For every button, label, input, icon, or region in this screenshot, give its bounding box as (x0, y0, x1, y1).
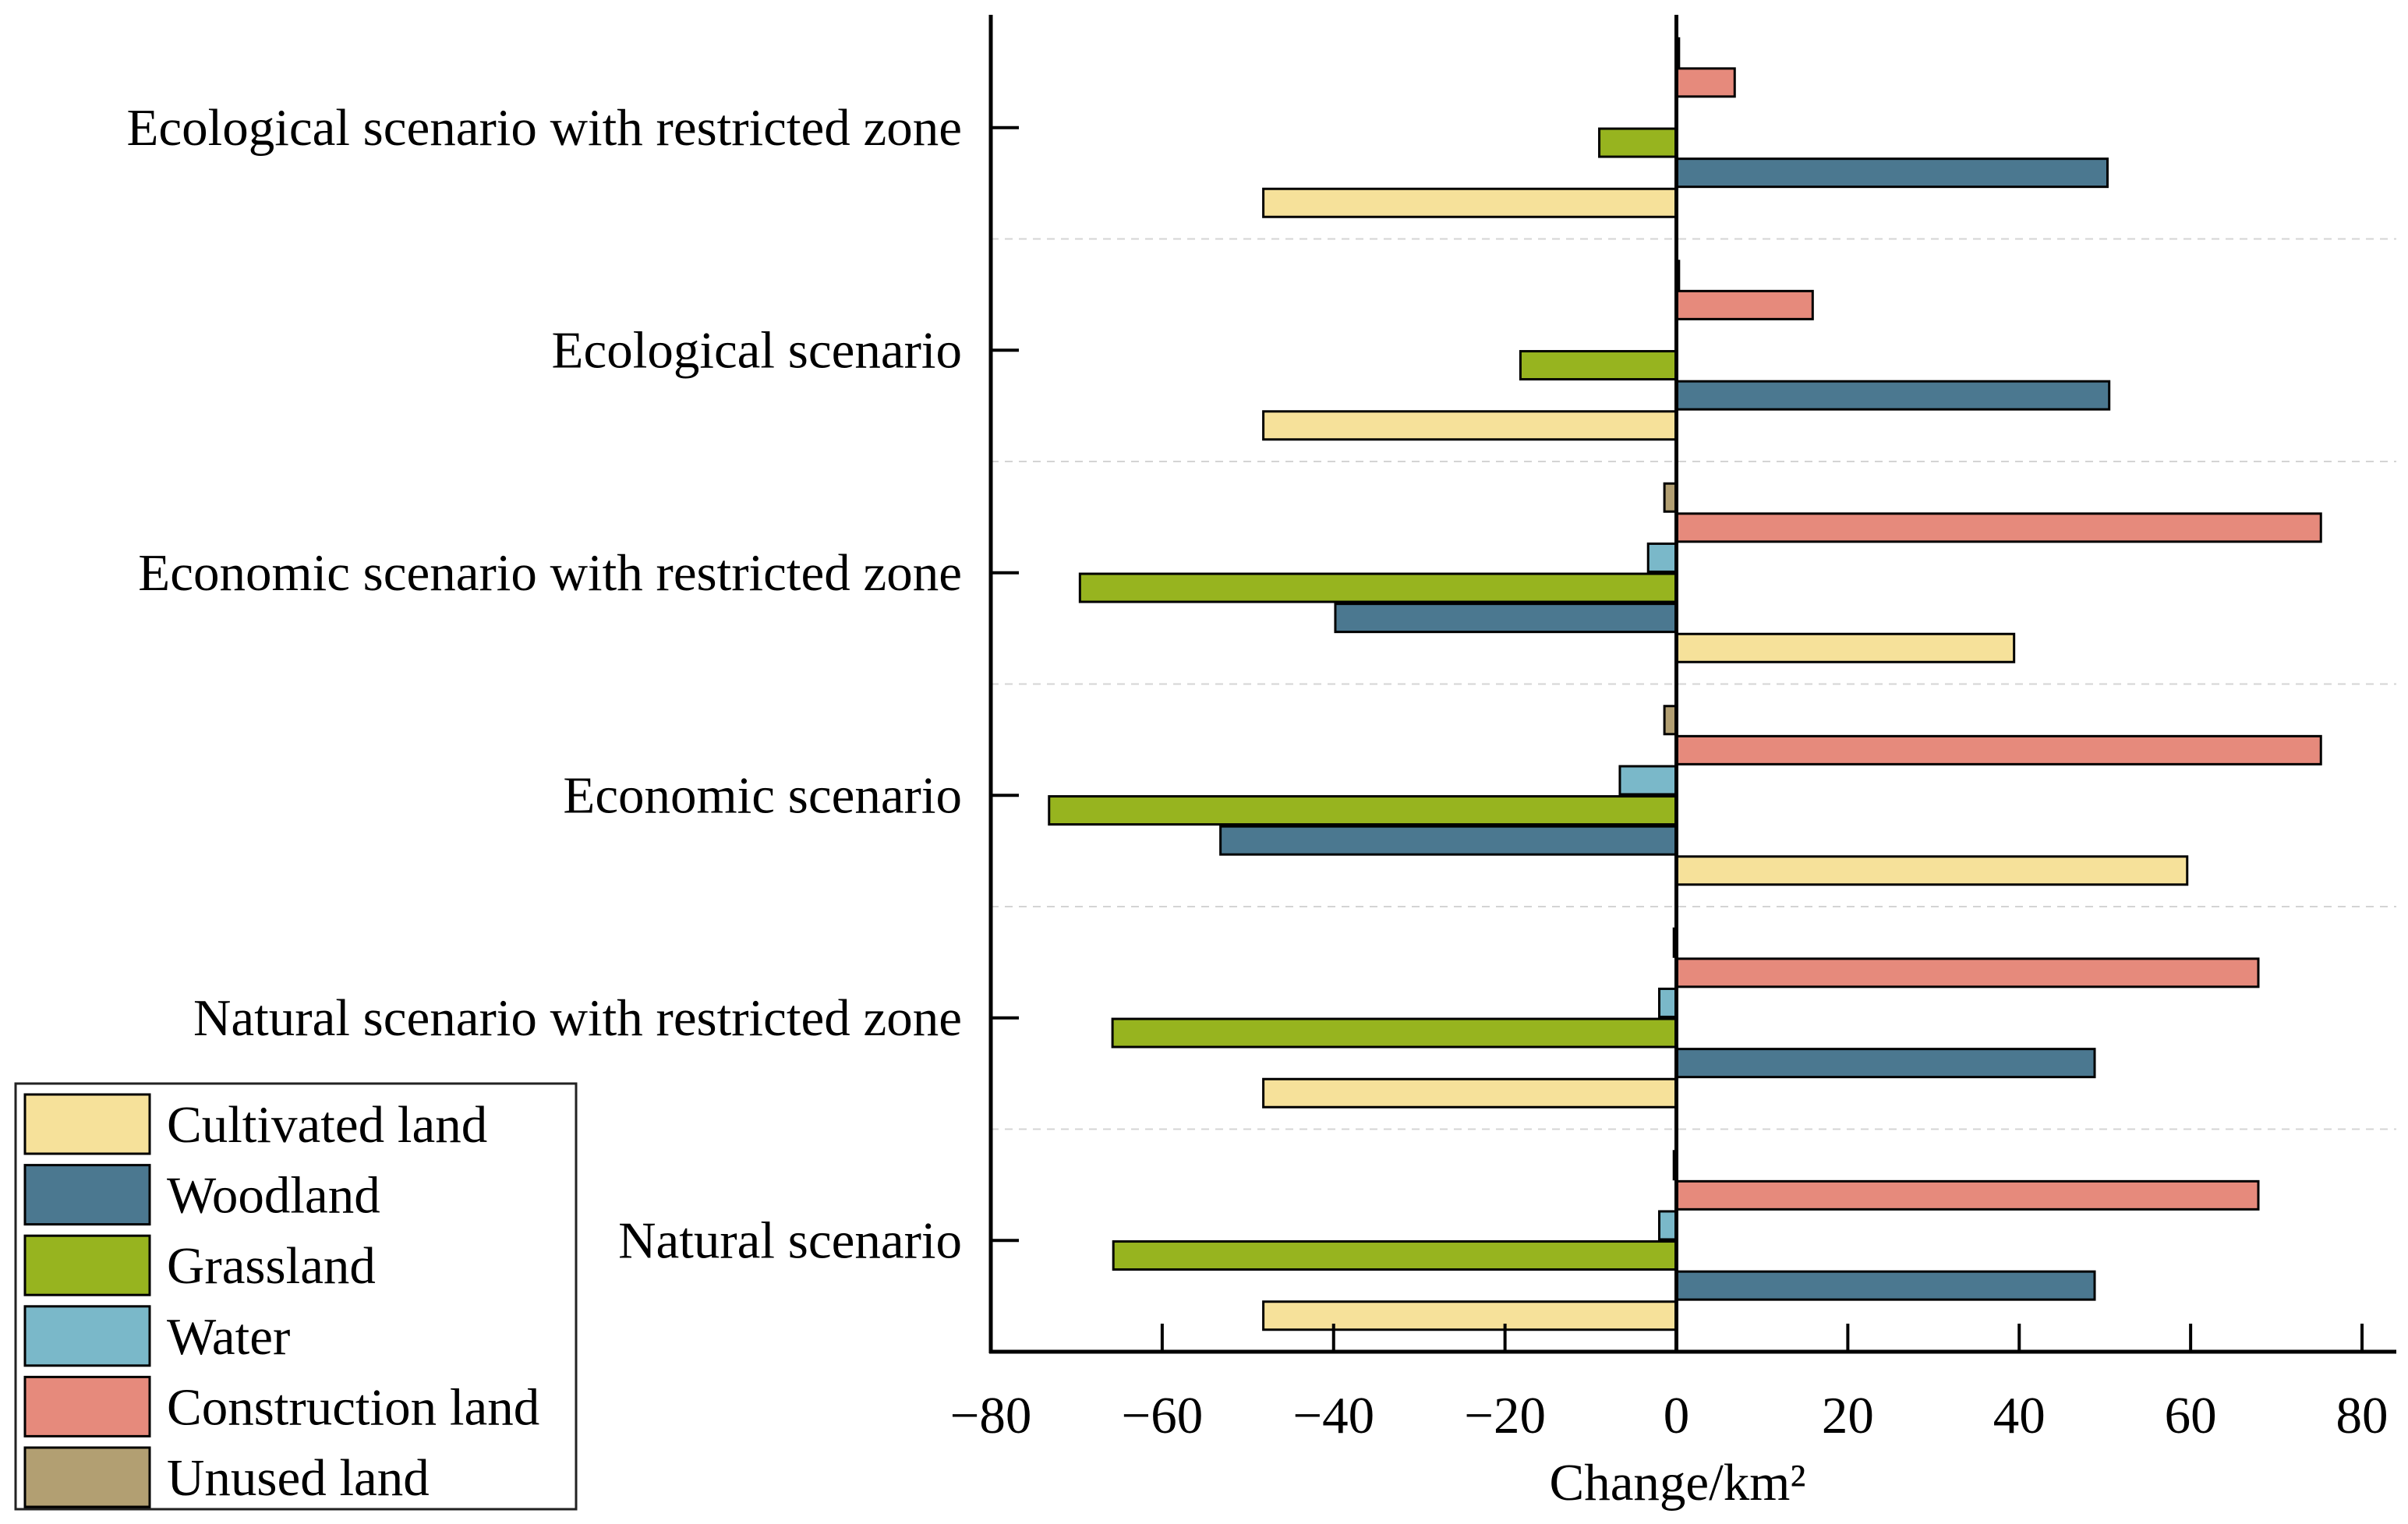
bar-construction-land-ecological-scenario-with-restricted-zone (1675, 67, 1736, 98)
legend-label-woodland: Woodland (167, 1167, 380, 1225)
category-label-natural-scenario-with-restricted-zone: Natural scenario with restricted zone (193, 989, 962, 1047)
x-tick-label: 0 (1664, 1387, 1690, 1444)
bar-cultivated-land-natural-scenario-with-restricted-zone (1262, 1077, 1678, 1109)
x-axis-title: Change/km² (1550, 1454, 1806, 1512)
bar-cultivated-land-economic-scenario (1675, 855, 2189, 886)
bar-woodland-ecological-scenario-with-restricted-zone (1675, 157, 2109, 189)
bar-woodland-economic-scenario (1219, 825, 1678, 856)
category-label-economic-scenario: Economic scenario (563, 766, 962, 824)
bar-construction-land-economic-scenario (1675, 734, 2322, 766)
bar-cultivated-land-natural-scenario (1262, 1300, 1678, 1331)
bar-grassland-economic-scenario-with-restricted-zone (1078, 572, 1678, 603)
axes (988, 15, 2396, 1354)
legend-label-cultivated-land: Cultivated land (167, 1096, 487, 1154)
bar-construction-land-natural-scenario (1675, 1179, 2260, 1211)
legend-label-grassland: Grassland (167, 1237, 376, 1295)
bar-water-economic-scenario-with-restricted-zone (1646, 542, 1678, 573)
legend-swatch-water (23, 1305, 151, 1367)
x-tick-label: 60 (2165, 1387, 2217, 1444)
bar-woodland-natural-scenario-with-restricted-zone (1675, 1048, 2096, 1079)
legend-label-water: Water (167, 1308, 290, 1366)
bar-construction-land-ecological-scenario (1675, 289, 1814, 320)
x-tick-label: −20 (1464, 1387, 1546, 1444)
bar-grassland-natural-scenario (1112, 1240, 1678, 1271)
x-tick-label: −80 (950, 1387, 1032, 1444)
legend-swatch-grassland (23, 1234, 151, 1296)
bar-woodland-natural-scenario (1675, 1270, 2096, 1301)
legend-label-unused-land: Unused land (167, 1449, 430, 1507)
bar-grassland-ecological-scenario (1519, 350, 1678, 381)
bar-construction-land-economic-scenario-with-restricted-zone (1675, 512, 2322, 543)
bar-cultivated-land-economic-scenario-with-restricted-zone (1675, 632, 2016, 663)
bar-cultivated-land-ecological-scenario (1262, 410, 1678, 441)
bar-grassland-ecological-scenario-with-restricted-zone (1598, 127, 1678, 158)
category-label-economic-scenario-with-restricted-zone: Economic scenario with restricted zone (138, 544, 962, 602)
bar-cultivated-land-ecological-scenario-with-restricted-zone (1262, 187, 1678, 218)
legend-swatch-unused-land (23, 1446, 151, 1508)
x-tick-label: 20 (1822, 1387, 1874, 1444)
legend-label-construction-land: Construction land (167, 1378, 539, 1436)
bar-water-economic-scenario (1618, 765, 1678, 796)
legend: Cultivated land Woodland Grassland Water Con… (14, 1082, 578, 1511)
bar-grassland-natural-scenario-with-restricted-zone (1111, 1017, 1678, 1048)
x-tick-label: 40 (1993, 1387, 2046, 1444)
bar-woodland-economic-scenario-with-restricted-zone (1334, 603, 1678, 634)
x-tick-label: 80 (2336, 1387, 2389, 1444)
category-label-ecological-scenario: Ecological scenario (552, 321, 962, 379)
bar-water-natural-scenario-with-restricted-zone (1658, 987, 1678, 1018)
axis-labels: Ecological scenario with restricted zone… (126, 99, 2388, 1512)
legend-swatch-construction-land (23, 1375, 151, 1437)
legend-swatch-cultivated-land (23, 1093, 151, 1155)
bar-construction-land-natural-scenario-with-restricted-zone (1675, 957, 2260, 988)
category-label-natural-scenario: Natural scenario (618, 1211, 962, 1269)
category-label-ecological-scenario-with-restricted-zone: Ecological scenario with restricted zone (126, 99, 962, 157)
x-tick-label: −40 (1292, 1387, 1374, 1444)
category-separators (991, 238, 2396, 1130)
legend-swatch-woodland (23, 1164, 151, 1226)
bar-woodland-ecological-scenario (1675, 380, 2111, 411)
bar-grassland-economic-scenario (1048, 795, 1678, 826)
bar-water-natural-scenario (1658, 1210, 1678, 1241)
x-tick-label: −60 (1121, 1387, 1203, 1444)
